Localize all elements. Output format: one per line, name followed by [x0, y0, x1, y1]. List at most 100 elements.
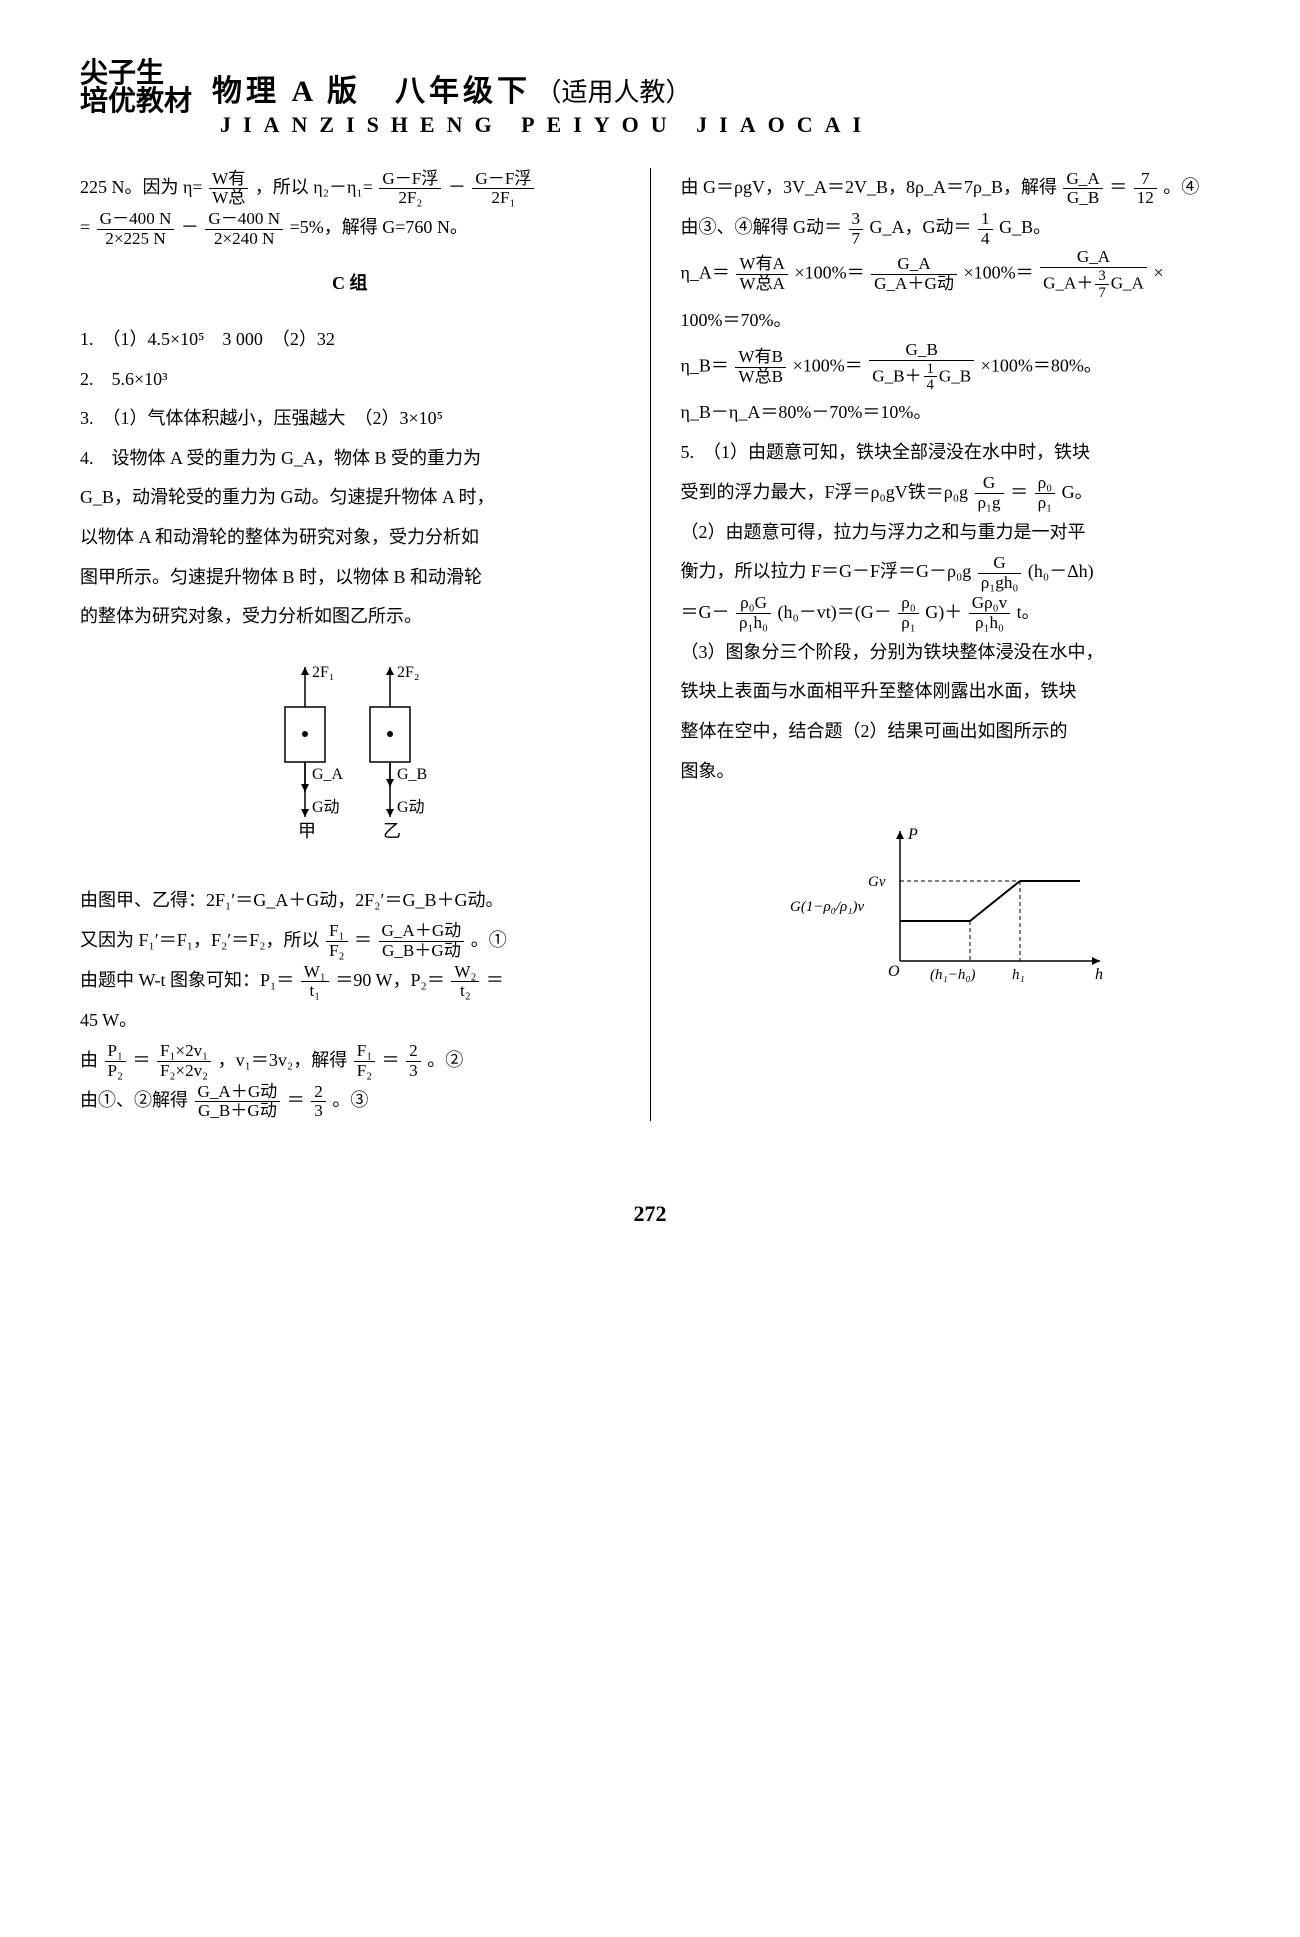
frac-num: F₁: [354, 1042, 375, 1062]
text: ＝: [132, 1050, 150, 1070]
inner-fraction: 37: [1095, 268, 1108, 301]
fraction: 37: [849, 210, 864, 249]
graph-Gv-label: Gv: [868, 874, 886, 890]
section-c-label: C 组: [80, 264, 620, 304]
text: ＝: [287, 1090, 305, 1110]
frac-num: G－400 N: [97, 210, 175, 230]
q5-3d: 图象。: [681, 752, 1221, 792]
text: G_A，G动＝: [870, 217, 972, 237]
q5-3c: 整体在空中，结合题（2）结果可画出如图所示的: [681, 712, 1221, 752]
frac-num: W有: [209, 170, 248, 190]
frac-den: F₂×2v₂: [157, 1062, 211, 1081]
frac-num: G_A＋G动: [379, 922, 465, 942]
label-Gd2: G动: [397, 798, 425, 816]
text: 225 N。因为 η=: [80, 177, 203, 197]
fraction: Gρ₁g: [975, 474, 1004, 513]
q5-3a: （3）图象分三个阶段，分别为铁块整体浸没在水中，: [681, 633, 1221, 673]
graph-O-label: O: [888, 963, 900, 980]
frac-num: W₂: [451, 963, 479, 983]
etaA-line2: 100%＝70%。: [681, 301, 1221, 341]
fraction: G－400 N2×225 N: [97, 210, 175, 249]
text: η_A＝: [681, 263, 730, 283]
frac-num: G_A: [1040, 248, 1147, 268]
fraction: G_B G_B＋14G_B: [869, 341, 974, 394]
frac-den: F₂: [354, 1062, 375, 1081]
graph-x2-label: h₁: [1012, 967, 1025, 983]
q4-l1: 4. 设物体 A 受的重力为 G_A，物体 B 受的重力为: [80, 439, 620, 479]
text: ＝: [354, 930, 372, 950]
column-divider: [650, 168, 651, 1121]
text: ＝: [1010, 482, 1028, 502]
power-graph: P Gv G(1−ρ₀/ρ₁)v O (h₁−h₀) h₁ h: [681, 811, 1221, 1006]
q5-3b: 铁块上表面与水面相平升至整体刚露出水面，铁块: [681, 672, 1221, 712]
text: －: [448, 177, 466, 197]
frac-den: ρ₁: [898, 614, 919, 633]
q4-after2: 又因为 F₁′＝F₁，F₂′＝F₂，所以 F₁F₂ ＝ G_A＋G动G_B＋G动…: [80, 921, 620, 961]
text: (h₀－vt)＝(G－: [778, 602, 892, 622]
frac-num: 7: [1134, 170, 1157, 190]
fraction: ρ₀ρ₁: [898, 594, 919, 633]
label-Gd1: G动: [312, 798, 340, 816]
pulley-diagram: 2F₁ G_A G动 甲 2F₂ G_B: [80, 657, 620, 862]
frac-den: 2×240 N: [205, 230, 283, 249]
frac-num: G: [975, 474, 1004, 494]
frac-den: 3: [406, 1062, 421, 1081]
frac-num: 2: [406, 1042, 421, 1062]
text: ＝: [1109, 177, 1127, 197]
frac-num: ρ₀G: [736, 594, 771, 614]
frac-num: G_B: [869, 341, 974, 361]
fraction: Gρ₁gh₀: [978, 554, 1022, 593]
fraction: 23: [406, 1042, 421, 1081]
fraction: G_A G_A＋37G_A: [1040, 248, 1147, 301]
label-2F2: 2F₂: [397, 664, 419, 681]
frac-num: P₁: [105, 1042, 126, 1062]
frac-num: G_A: [871, 255, 957, 275]
frac-den: t₂: [451, 982, 479, 1001]
text: 由 G＝ρgV，3V_A＝2V_B，8ρ_A＝7ρ_B，解得: [681, 177, 1057, 197]
text: 由①、②解得: [80, 1090, 188, 1110]
q4-sol: 由①、②解得 G_A＋G动G_B＋G动 ＝ 23 。③: [80, 1081, 620, 1121]
frac-den: 4: [924, 377, 937, 393]
frac-den: G_B＋G动: [379, 942, 465, 961]
fraction: P₁P₂: [105, 1042, 126, 1081]
label-yi: 乙: [383, 821, 401, 841]
r1: 由 G＝ρgV，3V_A＝2V_B，8ρ_A＝7ρ_B，解得 G_AG_B ＝ …: [681, 168, 1221, 208]
fraction: G_AG_A＋G动: [871, 255, 957, 294]
text: 由: [80, 1050, 98, 1070]
frac-den: 4: [978, 230, 993, 249]
q5-2b: 衡力，所以拉力 F＝G－F浮＝G－ρ₀g Gρ₁gh₀ (h₀－Δh): [681, 552, 1221, 592]
label-GB: G_B: [397, 766, 427, 783]
frac-num: 1: [978, 210, 993, 230]
fraction: G_A＋G动G_B＋G动: [195, 1083, 281, 1122]
q1: 1. （1）4.5×10⁵ 3 000 （2）32: [80, 320, 620, 360]
text: t。: [1017, 602, 1040, 622]
fraction: 712: [1134, 170, 1157, 209]
frac-den: G_B: [1063, 189, 1102, 208]
text: 由③、④解得 G动＝: [681, 217, 843, 237]
q4-l5: 的整体为研究对象，受力分析如图乙所示。: [80, 597, 620, 637]
frac-num: 1: [924, 361, 937, 378]
frac-den: ρ₁h₀: [969, 614, 1010, 633]
label-2F1: 2F₁: [312, 664, 334, 681]
text: G_B＋: [872, 366, 921, 385]
q5-1b: 受到的浮力最大，F浮＝ρ₀gV铁＝ρ₀g Gρ₁g ＝ ρ₀ρ₁ G。: [681, 473, 1221, 513]
pulley-svg: 2F₁ G_A G动 甲 2F₂ G_B: [250, 657, 450, 847]
text: G_B: [939, 366, 971, 385]
text: G_A＋: [1043, 274, 1093, 293]
text: ×100%＝: [963, 263, 1033, 283]
fraction: W有BW总B: [735, 348, 786, 387]
frac-num: 3: [1095, 268, 1108, 285]
q4-wt: 由题中 W-t 图象可知：P₁＝ W₁t₁ ＝90 W，P₂＝ W₂t₂ ＝: [80, 961, 620, 1001]
text: 又因为 F₁′＝F₁，F₂′＝F₂，所以: [80, 930, 320, 950]
brand-logo: 尖子生 培优教材: [80, 60, 192, 116]
frac-den: ρ₁g: [975, 494, 1004, 513]
fraction: G－400 N2×240 N: [205, 210, 283, 249]
r2: 由③、④解得 G动＝ 37 G_A，G动＝ 14 G_B。: [681, 208, 1221, 248]
frac-den: P₂: [105, 1062, 126, 1081]
text: ＝: [382, 1050, 400, 1070]
fraction: ρ₀ρ₁: [1035, 474, 1056, 513]
frac-num: 3: [849, 210, 864, 230]
fraction: W₁t₁: [301, 963, 329, 1002]
frac-num: Gρ₀v: [969, 594, 1010, 614]
eta-diff: η_B－η_A＝80%－70%＝10%。: [681, 393, 1221, 433]
